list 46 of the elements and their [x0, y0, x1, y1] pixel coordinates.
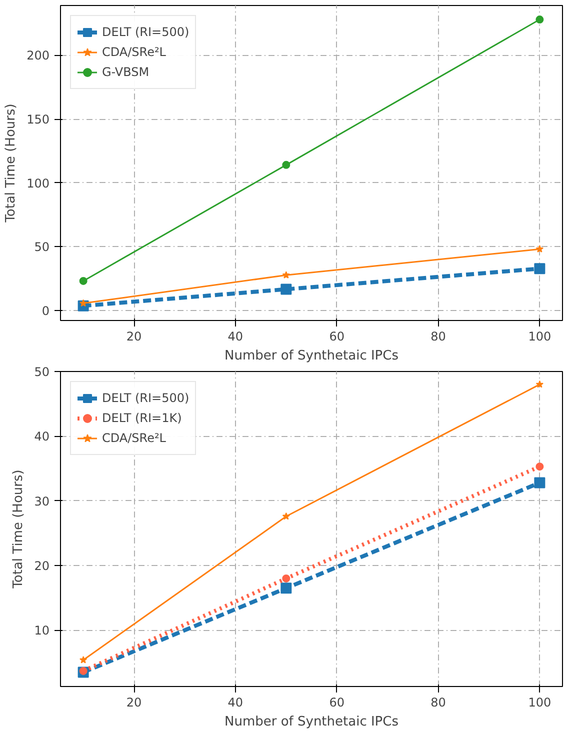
point [282, 271, 290, 278]
legend-label: G-VBSM [102, 65, 150, 79]
legend-label: CDA/SRe²L [102, 45, 166, 59]
x-tick-label: 40 [228, 330, 244, 344]
point [534, 263, 546, 274]
y-tick-label: 20 [34, 559, 50, 574]
y-tick-label: 50 [34, 240, 50, 254]
point [534, 477, 546, 488]
y-tick-label: 150 [26, 112, 50, 126]
point [79, 656, 88, 664]
point [536, 380, 544, 388]
point [536, 245, 544, 252]
x-tick-label: 20 [126, 696, 142, 710]
point [79, 276, 88, 285]
x-axis-title: Number of Synthetaic IPCs [224, 714, 399, 730]
point [282, 574, 290, 582]
point [79, 666, 88, 675]
y-axis-title: Total Time (Hours) [11, 470, 26, 590]
x-tick-label: 60 [329, 696, 344, 710]
x-tick-label: 80 [430, 696, 446, 710]
x-tick-label: 60 [329, 330, 344, 344]
y-tick-label: 40 [34, 430, 50, 444]
point [79, 299, 88, 307]
point [280, 582, 292, 594]
x-tick-label: 40 [228, 696, 244, 710]
point [536, 16, 544, 24]
x-tick-label: 100 [528, 330, 552, 344]
legend-label: DELT (RI=1K) [102, 411, 182, 425]
y-tick-label: 30 [34, 494, 50, 508]
legend-label: DELT (RI=500) [102, 25, 190, 39]
y-tick-label: 200 [26, 48, 50, 63]
legend-label: DELT (RI=500) [102, 391, 190, 405]
point [282, 512, 290, 520]
x-axis-title: Number of Synthetaic IPCs [224, 348, 399, 364]
x-tick-label: 100 [528, 696, 552, 710]
y-tick-label: 0 [42, 304, 50, 318]
x-tick-label: 80 [430, 330, 446, 344]
point [282, 160, 290, 169]
y-tick-label: 50 [34, 365, 50, 379]
y-axis-title: Total Time (Hours) [4, 104, 19, 224]
point [280, 284, 292, 295]
point [536, 462, 544, 471]
y-tick-label: 100 [26, 176, 50, 190]
y-tick-label: 10 [34, 624, 50, 638]
x-tick-label: 20 [126, 330, 142, 344]
legend-label: CDA/SRe²L [102, 431, 166, 445]
